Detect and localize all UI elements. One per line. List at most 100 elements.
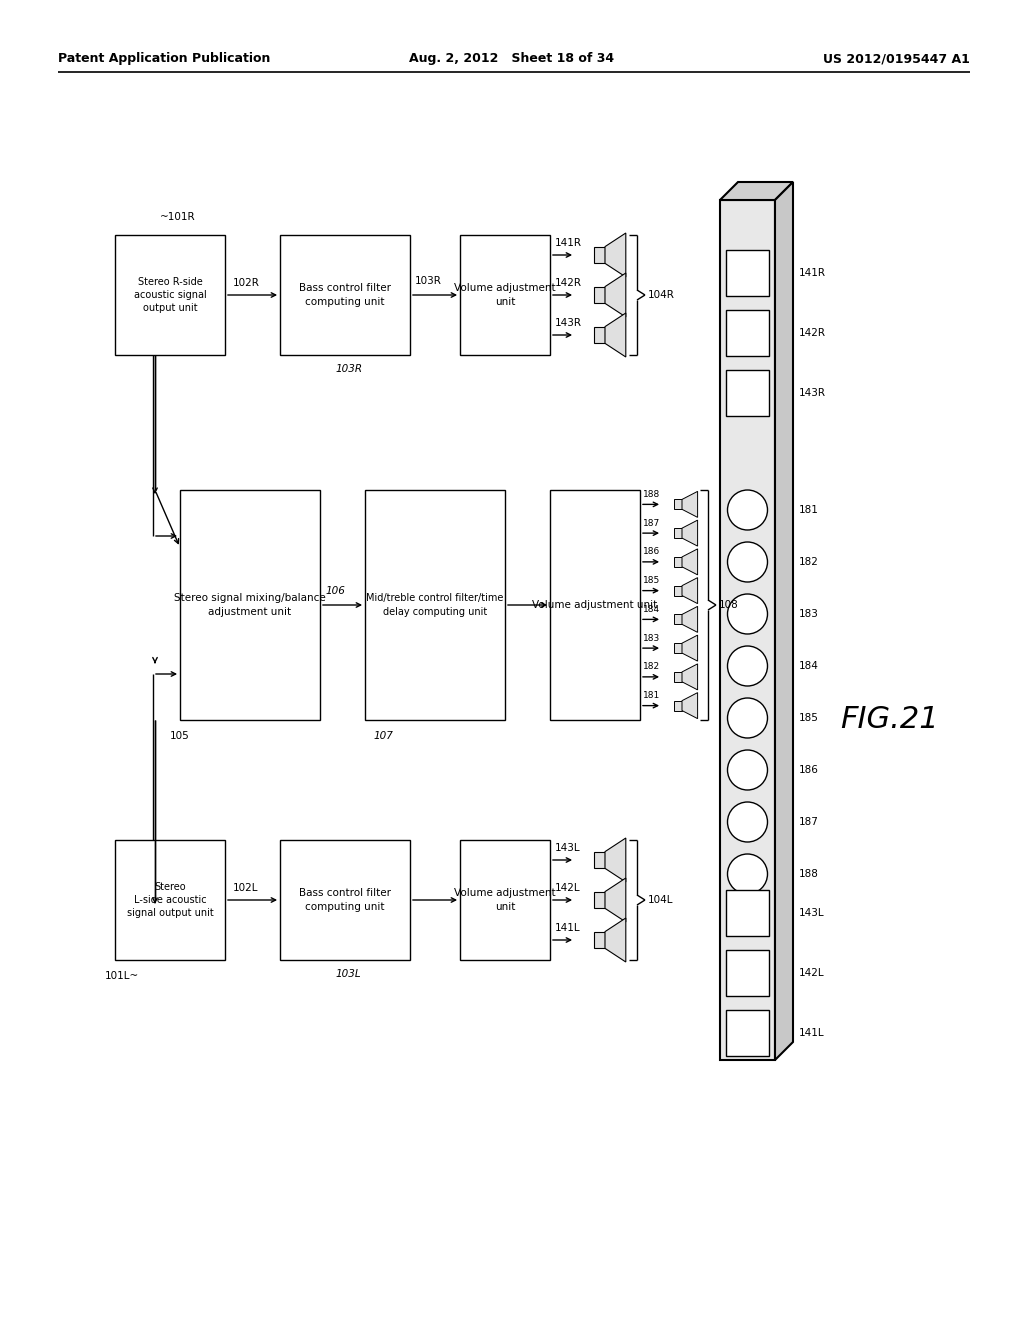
Text: 184: 184 xyxy=(799,661,819,671)
Polygon shape xyxy=(682,491,697,517)
Polygon shape xyxy=(605,234,626,277)
Bar xyxy=(115,235,225,355)
Bar xyxy=(726,1010,769,1056)
Bar xyxy=(280,235,410,355)
Text: 102L: 102L xyxy=(233,883,258,894)
Polygon shape xyxy=(682,520,697,546)
Bar xyxy=(726,310,769,356)
Text: 187: 187 xyxy=(643,519,660,528)
Text: 181: 181 xyxy=(799,506,819,515)
Bar xyxy=(115,840,225,960)
Text: 183: 183 xyxy=(799,609,819,619)
Text: 143R: 143R xyxy=(555,318,582,327)
Text: 141R: 141R xyxy=(799,268,826,279)
Text: 182: 182 xyxy=(799,557,819,568)
Polygon shape xyxy=(605,313,626,356)
Text: 187: 187 xyxy=(799,817,819,828)
Bar xyxy=(550,490,640,719)
Circle shape xyxy=(727,490,768,531)
Circle shape xyxy=(727,594,768,634)
Bar xyxy=(674,701,682,710)
Text: 103R: 103R xyxy=(335,364,362,374)
Text: 186: 186 xyxy=(799,766,819,775)
Polygon shape xyxy=(605,273,626,317)
Text: 142R: 142R xyxy=(799,327,826,338)
Circle shape xyxy=(727,645,768,686)
Text: 143R: 143R xyxy=(799,388,826,399)
Polygon shape xyxy=(682,635,697,661)
Text: US 2012/0195447 A1: US 2012/0195447 A1 xyxy=(823,51,970,65)
Text: 185: 185 xyxy=(643,576,660,585)
Polygon shape xyxy=(682,606,697,632)
Text: 102R: 102R xyxy=(233,279,260,288)
Text: 103L: 103L xyxy=(335,969,360,979)
Text: 188: 188 xyxy=(799,869,819,879)
Text: 103R: 103R xyxy=(415,276,442,286)
Text: Volume adjustment
unit: Volume adjustment unit xyxy=(455,284,556,306)
Text: Mid/treble control filter/time
delay computing unit: Mid/treble control filter/time delay com… xyxy=(367,594,504,616)
Text: Volume adjustment
unit: Volume adjustment unit xyxy=(455,888,556,912)
Polygon shape xyxy=(682,578,697,603)
Bar xyxy=(726,370,769,416)
Bar xyxy=(674,557,682,566)
Bar xyxy=(674,614,682,624)
Bar xyxy=(726,950,769,997)
Text: 181: 181 xyxy=(643,692,660,700)
Text: FIG.21: FIG.21 xyxy=(840,705,939,734)
Text: Stereo signal mixing/balance
adjustment unit: Stereo signal mixing/balance adjustment … xyxy=(174,594,326,616)
Text: 142L: 142L xyxy=(555,883,581,894)
Circle shape xyxy=(727,750,768,789)
Text: Volume adjustment unit: Volume adjustment unit xyxy=(532,601,657,610)
Text: 141L: 141L xyxy=(555,923,581,933)
Circle shape xyxy=(727,543,768,582)
Bar xyxy=(594,326,605,343)
Polygon shape xyxy=(682,664,697,690)
Text: 184: 184 xyxy=(643,605,660,614)
Text: 104L: 104L xyxy=(648,895,674,906)
Text: Stereo R-side
acoustic signal
output unit: Stereo R-side acoustic signal output uni… xyxy=(133,277,207,313)
Text: 101L~: 101L~ xyxy=(105,972,139,981)
Text: 141L: 141L xyxy=(799,1028,824,1038)
Bar xyxy=(674,586,682,595)
Bar xyxy=(674,643,682,653)
Text: 142R: 142R xyxy=(555,279,582,288)
Text: 186: 186 xyxy=(643,548,660,556)
Circle shape xyxy=(727,698,768,738)
Text: 107: 107 xyxy=(373,731,393,741)
Text: 105: 105 xyxy=(170,731,189,741)
Bar xyxy=(365,490,505,719)
Bar xyxy=(674,499,682,510)
Text: 185: 185 xyxy=(799,713,819,723)
Text: Bass control filter
computing unit: Bass control filter computing unit xyxy=(299,284,391,306)
Text: 108: 108 xyxy=(719,601,738,610)
Text: 143L: 143L xyxy=(799,908,824,917)
Polygon shape xyxy=(720,182,793,201)
Text: 182: 182 xyxy=(643,663,660,672)
Polygon shape xyxy=(605,838,626,882)
Bar xyxy=(594,932,605,948)
Bar xyxy=(726,890,769,936)
Text: ~101R: ~101R xyxy=(160,213,196,222)
Polygon shape xyxy=(605,917,626,962)
Bar xyxy=(460,840,550,960)
Text: 142L: 142L xyxy=(799,968,824,978)
Bar xyxy=(280,840,410,960)
Text: Patent Application Publication: Patent Application Publication xyxy=(58,51,270,65)
Bar xyxy=(594,286,605,304)
Circle shape xyxy=(727,854,768,894)
Bar xyxy=(726,249,769,296)
Circle shape xyxy=(727,803,768,842)
Bar xyxy=(674,528,682,539)
Text: Stereo
L-side acoustic
signal output unit: Stereo L-side acoustic signal output uni… xyxy=(127,882,213,919)
Polygon shape xyxy=(605,878,626,921)
Text: 106: 106 xyxy=(325,586,345,597)
Text: 188: 188 xyxy=(643,490,660,499)
Text: Bass control filter
computing unit: Bass control filter computing unit xyxy=(299,888,391,912)
Bar xyxy=(594,247,605,264)
Text: 141R: 141R xyxy=(555,238,582,248)
Bar xyxy=(594,891,605,908)
Text: 183: 183 xyxy=(643,634,660,643)
Text: 104R: 104R xyxy=(648,290,675,300)
Bar xyxy=(460,235,550,355)
Text: Aug. 2, 2012   Sheet 18 of 34: Aug. 2, 2012 Sheet 18 of 34 xyxy=(410,51,614,65)
